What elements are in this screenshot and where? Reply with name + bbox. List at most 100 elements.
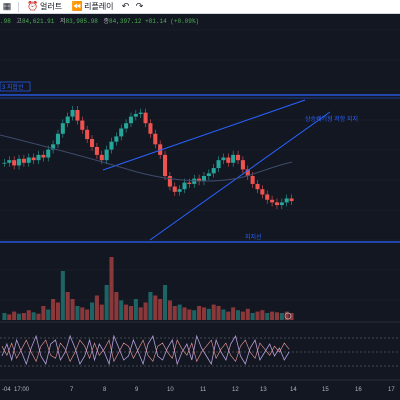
volume-bar — [245, 308, 250, 320]
candle-body — [250, 176, 255, 184]
ohlc-low-label: 저 — [59, 18, 66, 25]
candle-body — [240, 160, 245, 170]
candle-body — [163, 154, 168, 176]
volume-bar — [12, 311, 17, 320]
oscillator-line — [1, 334, 290, 366]
candle-body — [270, 199, 275, 203]
volume-bar — [163, 285, 168, 320]
volume-bar — [148, 292, 153, 320]
volume-bar — [90, 302, 95, 320]
volume-bar — [182, 307, 187, 320]
ohlc-high-label: 고 — [16, 18, 22, 25]
volume-settings-icon[interactable] — [284, 312, 292, 320]
wedge-upper-trendline[interactable] — [102, 99, 306, 171]
candle-body — [274, 202, 279, 206]
volume-bar — [7, 314, 12, 320]
candle-body — [201, 176, 206, 182]
volume-bar — [119, 300, 124, 320]
volume-bar — [31, 312, 36, 320]
time-axis-label: 16 — [355, 387, 362, 393]
candle-body — [80, 120, 85, 130]
candle-body — [55, 133, 60, 145]
candle-body — [90, 139, 95, 147]
volume-bar — [284, 311, 289, 320]
candle-body — [148, 123, 153, 134]
chart-grid — [0, 29, 400, 301]
volume-bar — [85, 309, 90, 320]
oscillator-signal-line — [1, 339, 290, 363]
redo-icon[interactable]: ↷ — [135, 1, 144, 11]
volume-bar — [236, 310, 241, 320]
candle-body — [284, 198, 289, 203]
volume-bar — [99, 304, 104, 320]
volume-bar — [201, 307, 206, 320]
candle-body — [109, 141, 114, 150]
candle-body — [211, 168, 216, 174]
candle-body — [289, 198, 294, 202]
volume-bar — [36, 313, 41, 320]
candle-body — [231, 154, 236, 163]
candle-body — [226, 157, 231, 163]
volume-bar — [138, 307, 143, 320]
time-axis[interactable]: -04 17:00 7 8 9 10 11 12 13 14 15 16 17 — [2, 387, 395, 393]
volume-bar — [104, 285, 109, 320]
time-axis-label: -04 — [2, 387, 11, 393]
candle-body — [177, 189, 182, 192]
candle-body — [187, 182, 192, 184]
volume-bar — [255, 311, 260, 320]
ohlc-high: 84,621.91 — [21, 18, 55, 25]
volume-bar — [70, 299, 75, 320]
candle-body — [216, 160, 221, 169]
candle-body — [31, 157, 36, 161]
volume-bar — [158, 299, 163, 320]
volume-bar — [2, 313, 7, 320]
candle-body — [104, 149, 109, 161]
candle-body — [36, 154, 41, 161]
candle-body — [51, 144, 56, 150]
volume-bar — [17, 313, 22, 320]
time-axis-label: 10 — [167, 387, 174, 393]
candle-body — [99, 154, 104, 161]
candle-body — [65, 116, 70, 124]
replay-button-label: 리플레이 — [84, 2, 114, 11]
alert-button[interactable]: ⏰ 얼러트 — [25, 1, 65, 13]
undo-icon[interactable]: ↶ — [121, 1, 130, 11]
candle-body — [260, 189, 265, 195]
candle-body — [41, 154, 46, 158]
candle-body — [138, 112, 143, 114]
candle-body — [133, 113, 138, 117]
volume-bar — [274, 312, 279, 320]
time-axis-label: 12 — [232, 387, 239, 393]
wedge-label: 상승쐐기형 저항 지지 — [305, 115, 358, 123]
volume-bar — [260, 310, 265, 320]
time-axis-label: 17:00 — [14, 387, 30, 393]
replay-button[interactable]: ⏪ 리플레이 — [69, 1, 116, 13]
candle-body — [143, 112, 148, 124]
volume-bar — [231, 307, 236, 320]
time-axis-label: 9 — [135, 387, 139, 393]
ohlc-close: 84,397.12 — [109, 18, 142, 25]
volume-bar — [270, 311, 275, 320]
volume-bar — [94, 295, 99, 320]
candle-body — [236, 154, 241, 161]
volume-bar — [153, 295, 158, 320]
candle-body — [182, 182, 187, 190]
candle-body — [279, 202, 284, 206]
toolbar-divider — [18, 1, 19, 12]
candle-body — [85, 129, 90, 140]
candle-body — [75, 110, 80, 121]
candle-body — [192, 178, 197, 184]
candle-body — [12, 160, 17, 166]
wedge-lower-trendline[interactable] — [149, 111, 331, 241]
rewind-icon: ⏪ — [71, 1, 83, 11]
volume-bar — [65, 292, 70, 320]
candle-body — [60, 123, 65, 134]
time-axis-label: 17 — [388, 387, 395, 393]
candle-body — [119, 128, 124, 137]
candle-body — [153, 133, 158, 145]
volume-bar — [250, 313, 255, 320]
layout-grid-icon[interactable]: ▦ — [2, 1, 12, 11]
volume-bar — [206, 308, 211, 320]
alarm-clock-icon: ⏰ — [27, 1, 39, 11]
